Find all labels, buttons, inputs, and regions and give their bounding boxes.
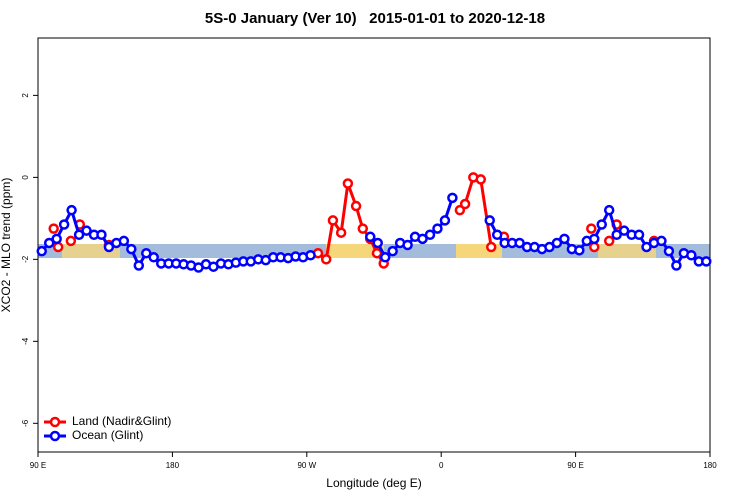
data-point <box>65 235 77 247</box>
data-point <box>417 233 428 245</box>
data-point <box>305 249 316 261</box>
data-point <box>148 252 159 263</box>
data-point <box>618 225 630 236</box>
data-point <box>365 231 376 243</box>
x-tick-label: 90 E <box>30 461 46 470</box>
data-point <box>586 223 597 234</box>
data-point <box>701 256 712 267</box>
data-point <box>320 254 332 265</box>
data-point <box>641 241 652 253</box>
data-point <box>491 229 503 241</box>
data-point <box>424 229 436 241</box>
y-axis-label: XCO2 - MLO trend (ppm) <box>0 178 13 313</box>
data-point <box>459 198 471 210</box>
data-point <box>671 260 682 271</box>
x-tick-label: 180 <box>166 461 180 470</box>
y-tick-label: -2 <box>21 255 30 263</box>
legend-label: Land (Nadir&Glint) <box>72 414 171 428</box>
data-point <box>73 229 85 241</box>
data-point <box>514 237 525 249</box>
data-point <box>454 204 466 216</box>
x-tick-label: 90 W <box>297 461 316 470</box>
data-point <box>335 227 347 238</box>
data-point <box>589 241 600 253</box>
data-point <box>544 241 555 253</box>
data-point <box>372 237 383 249</box>
x-tick-label: 90 E <box>567 461 583 470</box>
y-tick-label: 0 <box>21 175 30 180</box>
data-point <box>596 219 607 230</box>
data-point <box>51 233 62 245</box>
y-tick-label: -4 <box>21 337 30 345</box>
data-point <box>48 223 59 234</box>
data-point <box>439 215 451 226</box>
data-point <box>141 247 152 259</box>
data-point <box>589 233 600 245</box>
data-point <box>603 204 615 216</box>
legend-marker <box>49 430 61 442</box>
data-point <box>52 241 64 253</box>
data-point <box>350 200 362 212</box>
data-point <box>574 245 585 256</box>
data-point <box>133 260 145 271</box>
legend-marker <box>49 416 61 428</box>
data-point <box>656 235 667 247</box>
data-point <box>342 178 354 189</box>
data-point <box>603 235 615 247</box>
x-tick-label: 180 <box>703 461 717 470</box>
data-point <box>485 241 497 253</box>
data-point <box>58 219 70 230</box>
data-point <box>402 239 413 251</box>
data-point <box>484 215 495 226</box>
data-point <box>66 204 77 216</box>
data-point <box>103 241 115 253</box>
data-point <box>559 233 570 245</box>
y-tick-label: 2 <box>21 93 30 98</box>
land-strip <box>326 244 384 258</box>
data-point <box>551 237 563 249</box>
data-point <box>379 252 391 263</box>
data-point <box>633 229 645 241</box>
data-point <box>371 247 383 259</box>
data-point <box>327 215 339 226</box>
data-point <box>96 229 107 241</box>
data-point <box>475 174 487 185</box>
data-point <box>357 223 369 234</box>
data-point <box>611 229 622 241</box>
x-axis-label: Longitude (deg E) <box>326 476 421 490</box>
data-point <box>36 245 47 257</box>
data-point <box>686 249 697 261</box>
plot-frame <box>37 37 711 453</box>
data-point <box>126 243 137 255</box>
data-point <box>432 223 443 234</box>
data-point <box>387 245 398 257</box>
data-point <box>663 245 675 257</box>
legend-label: Ocean (Glint) <box>72 428 143 442</box>
x-tick-label: 0 <box>439 461 444 470</box>
data-point <box>447 192 458 204</box>
chart-title: 5S-0 January (Ver 10) 2015-01-01 to 2020… <box>205 10 545 27</box>
data-point <box>43 237 55 249</box>
y-tick-label: -6 <box>21 419 30 427</box>
data-point <box>118 235 130 247</box>
data-point <box>81 225 92 236</box>
